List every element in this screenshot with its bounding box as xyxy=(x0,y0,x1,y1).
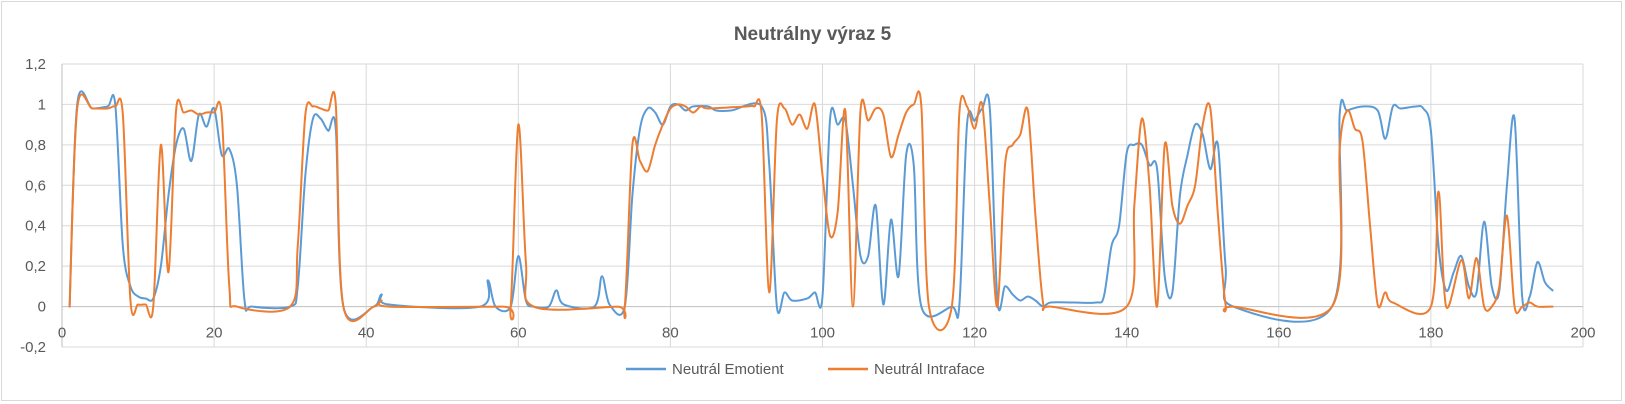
y-tick-label: 0,2 xyxy=(25,258,46,275)
x-tick-label: 100 xyxy=(810,325,835,342)
legend-label-neutral-intraface: Neutrál Intraface xyxy=(874,361,985,378)
series-line-neutr-l-intraface xyxy=(68,90,1554,331)
x-tick-label: 160 xyxy=(1266,325,1291,342)
y-tick-label: 0,6 xyxy=(25,177,46,194)
x-tick-label: 20 xyxy=(206,325,223,342)
gridlines xyxy=(62,63,1584,348)
y-tick-label: 1 xyxy=(38,96,46,113)
x-tick-label: 120 xyxy=(962,325,987,342)
x-tick-label: 180 xyxy=(1418,325,1443,342)
series-lines xyxy=(68,90,1554,331)
x-tick-label: 80 xyxy=(662,325,679,342)
series-line-neutr-l-emotient xyxy=(68,90,1554,323)
tick-labels: -0,2 0 0,2 0,4 0,6 0,8 1 1,2 0 20 40 60 80 100 120 140 1… xyxy=(20,56,1595,356)
y-tick-label: -0,2 xyxy=(20,339,46,356)
x-tick-label: 0 xyxy=(58,325,66,342)
y-tick-label: 0,8 xyxy=(25,137,46,154)
x-tick-label: 60 xyxy=(510,325,527,342)
x-tick-label: 40 xyxy=(358,325,375,342)
axes xyxy=(61,64,1583,347)
chart-title: Neutrálny výraz 5 xyxy=(733,24,892,45)
legend: Neutrál Emotient Neutrál Intraface xyxy=(626,361,985,378)
y-tick-label: 0,4 xyxy=(25,218,46,235)
legend-label-neutral-emotient: Neutrál Emotient xyxy=(672,361,785,378)
y-tick-label: 0 xyxy=(38,299,46,316)
x-tick-label: 200 xyxy=(1570,325,1595,342)
y-tick-label: 1,2 xyxy=(25,56,46,73)
x-tick-label: 140 xyxy=(1114,325,1139,342)
